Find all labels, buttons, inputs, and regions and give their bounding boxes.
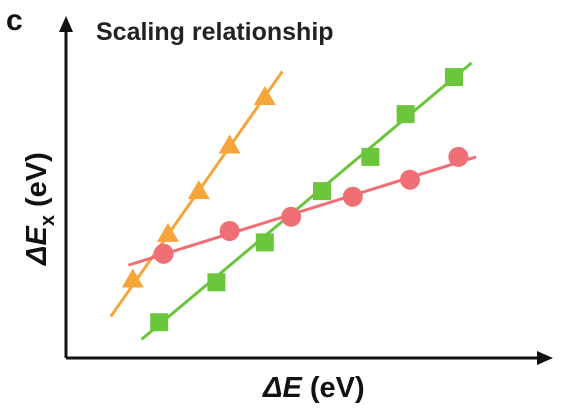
square-series-point: [361, 147, 380, 166]
triangle-series-point: [157, 222, 179, 242]
circle-series-point: [219, 221, 240, 241]
triangle-series-point: [218, 134, 241, 154]
y-axis-arrow-icon: [59, 16, 73, 32]
triangle-series-point: [121, 268, 144, 288]
y-axis-unit: (eV): [21, 152, 53, 215]
panel-letter: c: [6, 4, 23, 37]
circle-series-point: [281, 206, 302, 227]
triangle-series-point: [187, 180, 210, 200]
square-series-point: [150, 313, 169, 332]
x-axis-arrow-icon: [537, 351, 553, 365]
circle-series-point: [153, 243, 174, 264]
triangle-series-point: [253, 86, 276, 106]
y-axis-subscript: x: [37, 215, 59, 226]
chart-title: Scaling relationship: [96, 18, 334, 46]
square-series-fit-line: [140, 61, 473, 341]
x-axis-symbol: ΔE: [262, 372, 303, 404]
square-series-point: [207, 273, 226, 292]
y-axis-label: ΔEx (eV): [21, 152, 59, 266]
plot-area: [109, 61, 477, 341]
x-axis-label: ΔE (eV): [262, 372, 365, 404]
axes: [59, 16, 553, 365]
square-series-point: [313, 182, 331, 201]
square-series-point: [396, 105, 415, 124]
square-series-point: [255, 233, 274, 252]
circle-series-point: [448, 146, 469, 167]
circle-series-point: [342, 186, 363, 207]
circle-series-fit-line: [127, 155, 477, 267]
circle-series-point: [400, 169, 420, 190]
x-axis-unit: (eV): [302, 372, 365, 404]
y-axis-symbol: ΔE: [21, 225, 53, 266]
square-series-point: [445, 68, 463, 87]
